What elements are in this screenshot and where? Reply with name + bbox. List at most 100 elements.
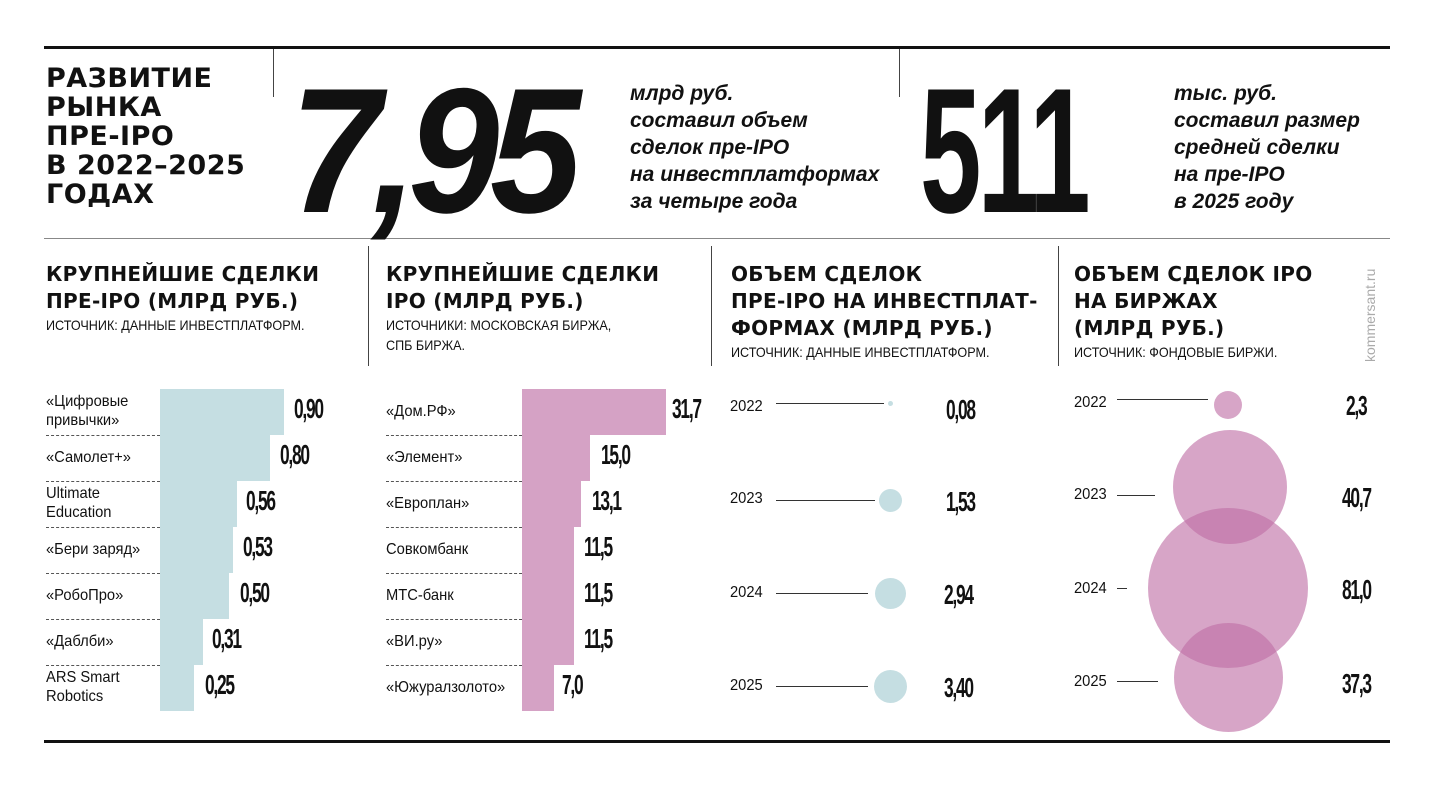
desc-line: средней сделки	[1174, 136, 1340, 159]
bar-value: 7,0	[562, 669, 584, 700]
bar	[160, 619, 203, 665]
bar-label: «Даблби»	[46, 633, 114, 650]
bar-row: «ВИ.ру» 11,5	[386, 619, 711, 665]
bar	[522, 481, 581, 527]
section-source: ИСТОЧНИКИ: МОСКОВСКАЯ БИРЖА,	[386, 317, 612, 333]
section-preipo-deals-header: КРУПНЕЙШИЕ СДЕЛКИ ПРЕ-IPO (МЛРД РУБ.) ИС…	[46, 261, 333, 335]
divider	[273, 49, 274, 97]
desc-line: на пре-IPO	[1174, 163, 1285, 186]
title-line: РЫНКА	[46, 92, 162, 123]
bar-label: «РобоПро»	[46, 587, 124, 604]
title-line: ПРЕ-IPO	[46, 121, 175, 152]
bubble	[875, 578, 906, 609]
row-separator	[46, 481, 160, 482]
bottom-rule	[44, 740, 1390, 743]
bar-value: 15,0	[601, 439, 631, 470]
bar	[522, 435, 590, 481]
year-label: 2023	[730, 490, 763, 507]
leader-line	[776, 593, 868, 594]
bar	[522, 619, 574, 665]
bar-row: «Самолет+» 0,80	[46, 435, 356, 481]
desc-line: млрд руб.	[630, 82, 734, 105]
section-title: КРУПНЕЙШИЕ СДЕЛКИ	[46, 262, 320, 286]
leader-line	[1117, 681, 1158, 682]
bar	[160, 481, 237, 527]
desc-line: за четыре года	[630, 190, 798, 213]
bar-label: МТС-банк	[386, 587, 454, 604]
divider	[1058, 246, 1059, 366]
row-separator	[386, 527, 522, 528]
section-title: ОБЪЕМ СДЕЛОК IPO	[1074, 262, 1313, 286]
bar-label: «Дом.РФ»	[386, 403, 456, 420]
bar-label: Ultimate Education	[46, 485, 112, 521]
title-line: ГОДАХ	[46, 179, 155, 210]
section-title: ФОРМАХ (МЛРД РУБ.)	[731, 316, 993, 340]
bubble-value: 81,0	[1342, 574, 1372, 605]
leader-line	[1117, 495, 1155, 496]
bubble	[888, 401, 893, 406]
desc-line: тыс. руб.	[1174, 82, 1278, 105]
bar-value: 0,80	[280, 439, 310, 470]
section-source: СПБ БИРЖА.	[386, 337, 466, 353]
bar-row: Совкомбанк 11,5	[386, 527, 711, 573]
stat-average-deal: 511	[920, 51, 1091, 250]
row-separator	[386, 481, 522, 482]
bar-row: «Бери заряд» 0,53	[46, 527, 356, 573]
watermark: kommersant.ru	[1362, 268, 1378, 362]
bubble	[1174, 623, 1283, 732]
row-separator	[386, 435, 522, 436]
section-source: ИСТОЧНИК: ДАННЫЕ ИНВЕСТПЛАТФОРМ.	[731, 344, 990, 360]
row-separator	[46, 435, 160, 436]
year-label: 2025	[1074, 673, 1107, 690]
bar-label: «Цифровые привычки»	[46, 393, 129, 429]
section-title: ОБЪЕМ СДЕЛОК	[731, 262, 923, 286]
bubble-value: 37,3	[1342, 668, 1372, 699]
bar	[160, 435, 270, 481]
bubble	[879, 489, 902, 512]
chart-ipo-volume: 2022 2,3 2023 40,7 2024 81,0 2025 37,3	[1074, 380, 1394, 732]
stat-average-deal-desc: тыс. руб. составил размер средней сделки…	[1174, 80, 1360, 215]
bar-label: «Бери заряд»	[46, 541, 141, 558]
year-label: 2023	[1074, 486, 1107, 503]
bar-value: 31,7	[672, 393, 702, 424]
bar-row: Ultimate Education 0,56	[46, 481, 356, 527]
year-label: 2024	[730, 584, 763, 601]
year-label: 2022	[730, 398, 763, 415]
divider	[711, 246, 712, 366]
bubble	[874, 670, 907, 703]
desc-line: составил размер	[1174, 109, 1360, 132]
section-title: КРУПНЕЙШИЕ СДЕЛКИ	[386, 262, 660, 286]
middle-rule	[44, 238, 1390, 239]
leader-line	[1117, 399, 1208, 400]
desc-line: в 2025 году	[1174, 190, 1294, 213]
row-separator	[46, 619, 160, 620]
bar-value: 11,5	[584, 531, 613, 562]
leader-line	[1117, 588, 1127, 589]
divider	[899, 49, 900, 97]
bar-label: «Европлан»	[386, 495, 470, 512]
bubble-value: 2,3	[1346, 390, 1368, 421]
bar	[522, 527, 574, 573]
row-separator	[46, 527, 160, 528]
bar-label: ARS Smart Robotics	[46, 669, 120, 705]
row-separator	[386, 573, 522, 574]
stat-total-volume: 7,95	[290, 51, 581, 250]
page-title: РАЗВИТИЕ РЫНКА ПРЕ-IPO В 2022–2025 ГОДАХ	[46, 64, 245, 209]
bar-value: 0,25	[205, 669, 235, 700]
section-title: IPO (МЛРД РУБ.)	[386, 289, 584, 313]
bar-row: «Дом.РФ» 31,7	[386, 389, 711, 435]
year-label: 2022	[1074, 394, 1107, 411]
leader-line	[776, 403, 884, 404]
bar-value: 11,5	[584, 623, 613, 654]
bubble-value: 0,08	[946, 394, 976, 425]
title-line: В 2022–2025	[46, 150, 246, 181]
row-separator	[386, 665, 522, 666]
bar-label: «ВИ.ру»	[386, 633, 443, 650]
section-title: ПРЕ-IPO НА ИНВЕСТПЛАТ-	[731, 289, 1038, 313]
bar-row: «Даблби» 0,31	[46, 619, 356, 665]
year-label: 2025	[730, 677, 763, 694]
chart-preipo-volume: 2022 0,08 2023 1,53 2024 2,94 2025 3,40	[730, 380, 1050, 720]
bar-row: «РобоПро» 0,50	[46, 573, 356, 619]
desc-line: составил объем	[630, 109, 808, 132]
bar-row: «Южуралзолото» 7,0	[386, 665, 711, 711]
